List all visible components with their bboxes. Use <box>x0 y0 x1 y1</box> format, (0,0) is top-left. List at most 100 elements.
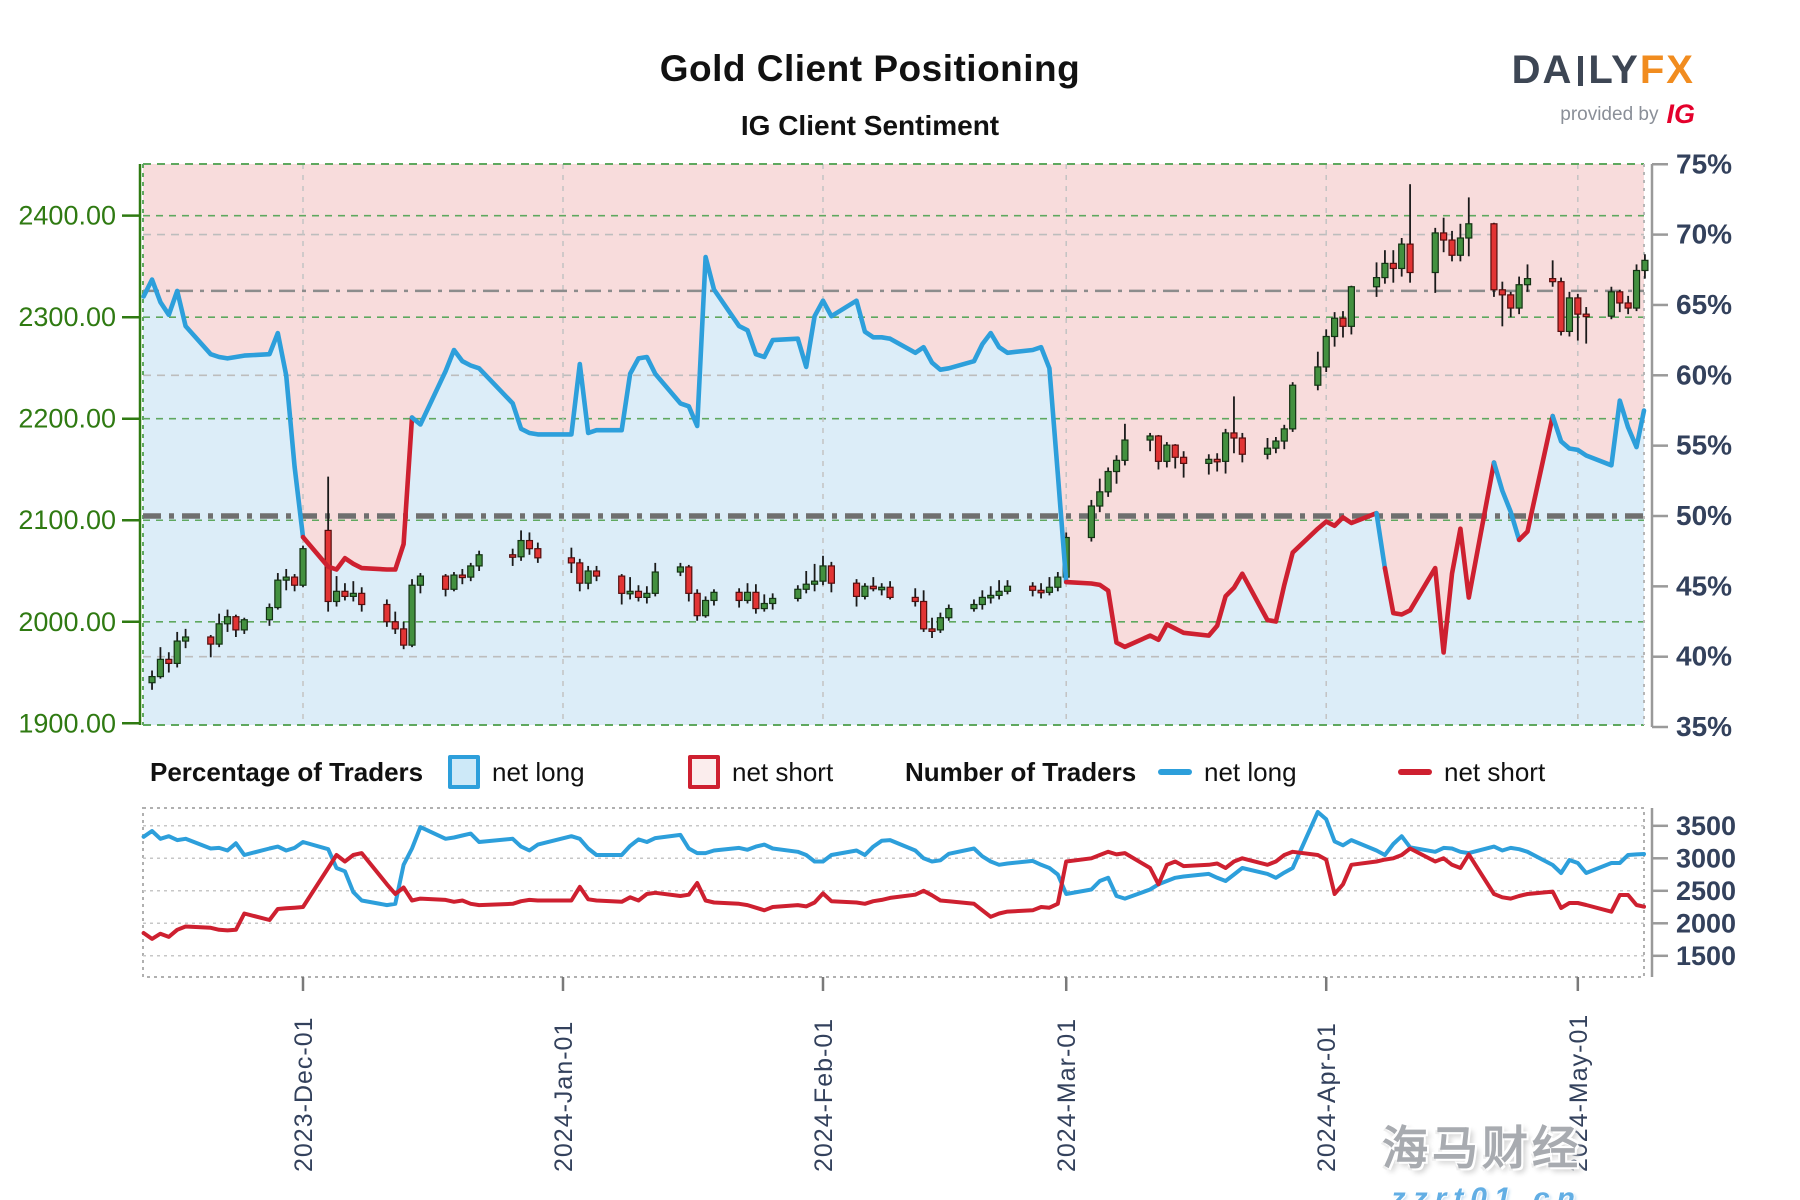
candle-down <box>165 658 173 664</box>
legend-num-title: Number of Traders <box>905 756 1137 787</box>
dailyfx-logo: DA LY FX provided by IG <box>1512 48 1695 130</box>
pct-axis-label: 45% <box>1676 570 1732 601</box>
candle-down <box>827 565 835 584</box>
net-long-swatch-icon <box>448 755 480 789</box>
candle-down <box>1557 281 1565 333</box>
candle-up <box>215 623 223 645</box>
candle-down <box>1624 302 1632 309</box>
candle-down <box>1230 432 1238 439</box>
net-long-pct-segment <box>1550 398 1647 468</box>
candle-down <box>1549 278 1557 283</box>
candle-up <box>701 599 710 617</box>
net-short-pct-segment <box>300 415 415 572</box>
pct-axis-label: 75% <box>1676 148 1732 179</box>
candle-up <box>332 590 341 603</box>
candle-up <box>1565 297 1574 333</box>
candle-up <box>1003 585 1012 592</box>
candle-down <box>207 636 215 645</box>
month-label: 2024-Mar-01 <box>1053 1018 1081 1172</box>
candle-down <box>400 628 408 646</box>
candle-up <box>1314 366 1322 386</box>
candle-up <box>1641 259 1649 272</box>
candle-down <box>341 590 349 597</box>
candle-down <box>920 600 928 630</box>
candle-up <box>1322 335 1330 368</box>
chart-subtitle: IG Client Sentiment <box>740 110 1000 141</box>
candle-down <box>634 590 643 599</box>
candle-up <box>987 594 995 599</box>
candle-up <box>148 675 156 684</box>
candle-up <box>1163 444 1171 462</box>
candle-up <box>878 586 886 591</box>
candle-down <box>391 621 399 630</box>
candle-down <box>232 616 240 631</box>
candle-down <box>358 592 366 606</box>
candle-up <box>1347 286 1355 327</box>
candle-down <box>576 562 584 584</box>
candle-up <box>1054 576 1062 588</box>
net-long-pct-segment <box>1374 510 1388 571</box>
traders-net-long-line <box>141 810 1646 908</box>
candle-up <box>676 566 685 573</box>
net-long-pct-segment <box>141 277 306 540</box>
candle-down <box>1498 289 1506 296</box>
candle-up <box>1205 458 1213 464</box>
candle-up <box>970 603 978 610</box>
candle-down <box>685 566 693 594</box>
price-axis-label: 2300.00 <box>18 302 116 332</box>
candle-up <box>467 565 475 578</box>
candle-up <box>995 590 1003 596</box>
ig-logo: IG <box>1666 99 1695 129</box>
candle-up <box>1221 432 1230 462</box>
pct-axis-label: 35% <box>1676 711 1732 742</box>
candle-down <box>928 628 936 632</box>
candle-up <box>181 636 190 642</box>
candle-up <box>819 565 827 582</box>
candle-up <box>1289 384 1297 430</box>
candle-up <box>1146 435 1154 441</box>
candle-up <box>651 571 659 594</box>
candle-down <box>1440 232 1448 241</box>
candle-up <box>1263 447 1272 455</box>
candle-up <box>349 592 357 597</box>
net-long-pct-segment <box>1491 460 1522 543</box>
legend-num-net-long-label: net long <box>1204 756 1297 787</box>
traders-axis-label: 3500 <box>1676 811 1736 841</box>
candle-down <box>534 548 542 559</box>
legend-num-net-long: net long <box>1158 752 1297 792</box>
candle-up <box>626 590 634 595</box>
month-label: 2023-Dec-01 <box>290 1016 318 1172</box>
candle-down <box>1582 313 1590 318</box>
candle-down <box>886 586 894 599</box>
month-label: 2024-Jan-01 <box>550 1021 578 1172</box>
candle-up <box>1045 586 1054 593</box>
candle-down <box>1490 223 1498 291</box>
pct-axis-label: 55% <box>1676 430 1732 461</box>
candle-up <box>1372 277 1381 288</box>
candle-up <box>173 640 181 664</box>
logo-text-fx: FX <box>1639 48 1695 92</box>
candle-down <box>852 582 861 597</box>
candle-up <box>1431 232 1439 274</box>
candle-up <box>450 574 458 590</box>
net-long-pct-segment <box>409 254 1069 585</box>
legend-net-short-label: net short <box>732 756 834 787</box>
candle-down <box>1029 585 1037 591</box>
candle-down <box>1616 291 1624 304</box>
candle-up <box>861 585 869 597</box>
candle-up <box>1381 262 1389 279</box>
price-axis-label: 2200.00 <box>18 404 116 434</box>
candle-down <box>1154 435 1163 462</box>
candle-up <box>1607 291 1615 317</box>
candle-down <box>592 570 601 577</box>
candle-down <box>509 554 517 558</box>
candle-up <box>223 616 232 625</box>
legend-num-net-short-label: net short <box>1444 756 1546 787</box>
candle-down <box>752 591 760 610</box>
month-label: 2024-Feb-01 <box>810 1018 838 1172</box>
candle-up <box>1632 269 1641 309</box>
price-axis-label: 2100.00 <box>18 505 116 535</box>
candle-up <box>710 591 718 602</box>
candle-down <box>1213 458 1221 463</box>
